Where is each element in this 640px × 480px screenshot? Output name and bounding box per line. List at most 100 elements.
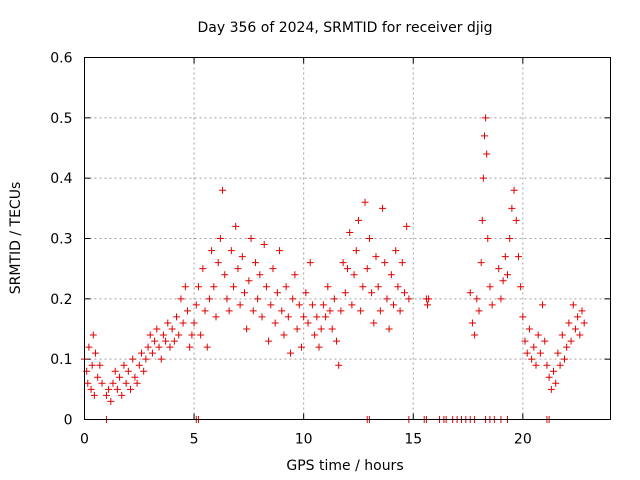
- data-point: [396, 307, 404, 315]
- data-point: [256, 271, 264, 279]
- data-point: [267, 301, 275, 309]
- data-point: [91, 349, 99, 357]
- data-point: [390, 301, 398, 309]
- data-point: [297, 343, 305, 351]
- data-point: [319, 301, 327, 309]
- data-point: [368, 289, 376, 297]
- data-point: [127, 385, 135, 393]
- data-point: [88, 361, 96, 369]
- data-point: [545, 373, 553, 381]
- data-point: [84, 379, 92, 387]
- data-point: [230, 283, 238, 291]
- data-point: [560, 355, 568, 363]
- data-point: [550, 367, 558, 375]
- data-point: [109, 379, 117, 387]
- data-point: [214, 259, 222, 267]
- data-point: [530, 343, 538, 351]
- data-point: [328, 325, 336, 333]
- data-point: [166, 343, 174, 351]
- data-point: [574, 313, 582, 321]
- data-point: [565, 319, 573, 327]
- data-point: [488, 301, 496, 309]
- data-point: [295, 301, 303, 309]
- data-point: [376, 307, 384, 315]
- data-point: [260, 241, 268, 249]
- data-point: [486, 283, 494, 291]
- data-point: [547, 385, 555, 393]
- data-point: [262, 283, 270, 291]
- data-point: [282, 283, 290, 291]
- data-point: [181, 283, 189, 291]
- grid: [84, 57, 611, 420]
- data-point: [324, 283, 332, 291]
- data-point: [225, 307, 233, 315]
- data-point: [311, 331, 319, 339]
- data-point: [116, 373, 124, 381]
- data-point: [98, 379, 106, 387]
- data-point: [170, 337, 178, 345]
- data-point: [102, 391, 110, 399]
- data-point: [124, 367, 132, 375]
- data-point: [495, 265, 503, 273]
- data-point: [480, 132, 488, 140]
- data-point: [534, 331, 542, 339]
- data-point: [352, 247, 360, 255]
- data-point: [197, 331, 205, 339]
- data-point: [317, 325, 325, 333]
- data-point: [517, 283, 525, 291]
- data-point: [482, 114, 490, 122]
- data-point: [330, 295, 338, 303]
- data-point: [146, 331, 154, 339]
- data-point: [162, 337, 170, 345]
- data-point: [94, 373, 102, 381]
- data-point: [131, 373, 139, 381]
- data-point: [313, 313, 321, 321]
- data-point: [194, 283, 202, 291]
- data-point: [287, 349, 295, 357]
- data-point: [501, 253, 509, 261]
- data-point: [308, 301, 316, 309]
- data-point: [576, 331, 584, 339]
- data-point: [348, 301, 356, 309]
- data-point: [484, 235, 492, 242]
- data-point: [135, 361, 143, 369]
- data-point: [85, 343, 93, 351]
- data-point: [423, 301, 431, 309]
- data-point: [284, 313, 292, 321]
- data-point: [168, 325, 176, 333]
- data-point: [385, 325, 393, 333]
- data-point: [234, 265, 242, 273]
- data-point: [556, 361, 564, 369]
- data-point: [374, 283, 382, 291]
- data-point: [254, 295, 262, 303]
- data-point: [137, 349, 145, 357]
- plot-frame: [84, 57, 611, 420]
- data-point: [96, 361, 104, 369]
- data-point: [499, 277, 507, 285]
- data-point: [133, 379, 141, 387]
- y-tick-label: 0.3: [50, 232, 72, 248]
- data-point: [519, 313, 527, 321]
- x-tick-label: 10: [295, 432, 313, 448]
- data-point: [372, 253, 380, 261]
- data-point: [580, 319, 588, 327]
- data-point: [479, 174, 487, 182]
- data-point: [398, 259, 406, 267]
- y-tick-label: 0: [64, 413, 73, 429]
- data-point: [173, 313, 181, 321]
- data-point: [153, 325, 161, 333]
- data-point: [478, 216, 486, 224]
- data-point: [466, 289, 474, 297]
- data-point: [536, 349, 544, 357]
- data-point: [87, 385, 95, 393]
- data-point: [276, 247, 284, 255]
- tick-labels: 0 0.1 0.2 0.3 0.4 0.5 0.6 0 5 10 15 20: [50, 51, 532, 448]
- data-point: [203, 343, 211, 351]
- data-point: [159, 331, 167, 339]
- data-point: [269, 265, 277, 273]
- data-point: [473, 295, 481, 303]
- data-point: [503, 271, 511, 279]
- data-point: [335, 361, 343, 369]
- x-tick-label: 15: [404, 432, 422, 448]
